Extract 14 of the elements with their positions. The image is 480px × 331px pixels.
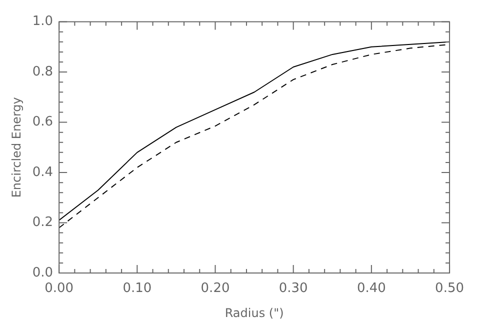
y-tick-label: 0.2 bbox=[32, 215, 54, 230]
x-tick-label: 0.20 bbox=[200, 281, 230, 296]
y-axis-title: Encircled Energy bbox=[9, 97, 24, 198]
y-tick-label: 0.0 bbox=[32, 265, 54, 280]
x-tick-label: 0.30 bbox=[278, 281, 308, 296]
y-tick-label: 0.4 bbox=[32, 164, 54, 180]
x-axis-title: Radius (") bbox=[224, 306, 284, 320]
x-tick-label: 0.00 bbox=[44, 281, 74, 296]
y-tick-label: 1.0 bbox=[32, 14, 54, 30]
y-tick-label: 0.6 bbox=[32, 114, 54, 130]
x-tick-label: 0.10 bbox=[122, 281, 152, 296]
x-tick-label: 0.40 bbox=[356, 281, 386, 296]
x-tick-label: 0.50 bbox=[435, 281, 464, 296]
y-tick-label: 0.8 bbox=[32, 64, 54, 80]
